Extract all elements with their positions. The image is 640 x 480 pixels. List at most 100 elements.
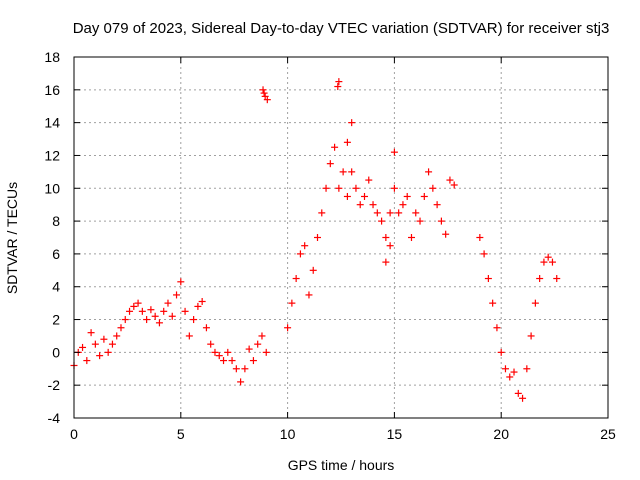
data-point bbox=[501, 365, 509, 373]
data-point bbox=[382, 234, 390, 241]
x-tick-label: 10 bbox=[280, 426, 296, 442]
data-point bbox=[339, 168, 347, 176]
x-tick-label: 20 bbox=[493, 426, 509, 442]
data-point bbox=[79, 343, 87, 351]
data-point bbox=[224, 348, 232, 356]
data-point bbox=[194, 302, 202, 310]
y-axis-label: SDTVAR / TECUs bbox=[4, 182, 20, 294]
data-point bbox=[168, 312, 176, 320]
data-point bbox=[348, 168, 356, 176]
data-point bbox=[343, 192, 351, 200]
data-point bbox=[241, 365, 249, 373]
y-tick-label: 16 bbox=[44, 82, 60, 98]
data-point bbox=[326, 160, 334, 168]
data-point bbox=[480, 250, 488, 258]
data-point bbox=[382, 258, 390, 266]
data-point bbox=[160, 307, 168, 315]
data-point bbox=[173, 291, 181, 299]
data-point bbox=[548, 258, 556, 266]
y-tick-label: 10 bbox=[44, 180, 60, 196]
data-point bbox=[450, 181, 458, 189]
data-point bbox=[198, 297, 206, 305]
data-point bbox=[335, 184, 343, 192]
data-point bbox=[262, 348, 270, 356]
data-point bbox=[360, 192, 368, 200]
y-tick-label: -4 bbox=[48, 410, 61, 426]
data-point bbox=[249, 357, 257, 365]
data-point bbox=[497, 348, 505, 356]
data-point bbox=[446, 176, 454, 184]
y-tick-label: 18 bbox=[44, 49, 60, 65]
data-point bbox=[207, 340, 215, 348]
data-point bbox=[151, 312, 159, 320]
data-point bbox=[403, 192, 411, 200]
data-point bbox=[260, 89, 268, 97]
y-tick-label: 2 bbox=[52, 312, 60, 328]
data-point bbox=[108, 340, 116, 348]
data-point bbox=[164, 299, 172, 307]
data-point bbox=[190, 316, 198, 324]
data-point bbox=[254, 340, 262, 348]
x-tick-label: 0 bbox=[70, 426, 78, 442]
data-point bbox=[292, 275, 300, 283]
y-tick-label: -2 bbox=[48, 377, 61, 393]
data-point bbox=[220, 357, 228, 365]
y-tick-label: 8 bbox=[52, 213, 60, 229]
data-point bbox=[126, 307, 134, 315]
data-point bbox=[527, 332, 535, 340]
data-point bbox=[147, 306, 155, 314]
axis-ticks bbox=[73, 56, 609, 419]
data-point bbox=[476, 234, 484, 241]
data-point bbox=[87, 329, 95, 337]
data-point bbox=[514, 389, 522, 397]
data-point bbox=[348, 119, 356, 127]
data-point bbox=[113, 332, 121, 340]
data-point bbox=[519, 394, 527, 402]
data-point bbox=[442, 230, 450, 238]
data-point bbox=[399, 201, 407, 209]
x-tick-label: 15 bbox=[387, 426, 403, 442]
y-tick-label: 12 bbox=[44, 147, 60, 163]
data-point bbox=[395, 209, 403, 217]
data-point bbox=[373, 209, 381, 217]
data-point bbox=[531, 299, 539, 307]
data-point bbox=[506, 373, 514, 381]
grid-lines bbox=[74, 57, 608, 418]
data-point bbox=[386, 242, 394, 250]
data-point bbox=[155, 319, 163, 327]
data-point bbox=[258, 332, 266, 340]
data-point bbox=[130, 302, 138, 310]
data-point bbox=[429, 184, 437, 192]
x-axis-label: GPS time / hours bbox=[288, 457, 395, 473]
data-point bbox=[437, 217, 445, 225]
data-point bbox=[407, 234, 415, 241]
data-point bbox=[553, 275, 561, 283]
data-point bbox=[540, 258, 548, 266]
data-point bbox=[121, 316, 129, 324]
data-point bbox=[215, 352, 223, 360]
data-point bbox=[309, 266, 317, 274]
tick-labels: 0 5 10 15 20 25 -4 -2 0 2 4 6 8 10 12 14 16 18 bbox=[44, 49, 616, 442]
data-point bbox=[343, 138, 351, 146]
data-point bbox=[378, 217, 386, 225]
y-tick-label: 14 bbox=[44, 115, 60, 131]
data-point bbox=[143, 316, 151, 324]
data-point bbox=[334, 83, 342, 91]
data-points bbox=[70, 78, 561, 402]
data-point bbox=[510, 368, 518, 376]
data-point bbox=[489, 299, 497, 307]
data-point bbox=[523, 365, 531, 373]
data-point bbox=[185, 332, 193, 340]
data-point bbox=[202, 324, 210, 332]
data-point bbox=[228, 357, 236, 365]
data-point bbox=[331, 143, 339, 151]
data-point bbox=[352, 184, 360, 192]
data-point bbox=[493, 324, 501, 332]
data-point bbox=[416, 217, 424, 225]
data-point bbox=[390, 148, 398, 156]
data-point bbox=[356, 201, 364, 209]
data-point bbox=[100, 335, 108, 343]
data-point bbox=[425, 168, 433, 176]
y-tick-label: 6 bbox=[52, 246, 60, 262]
